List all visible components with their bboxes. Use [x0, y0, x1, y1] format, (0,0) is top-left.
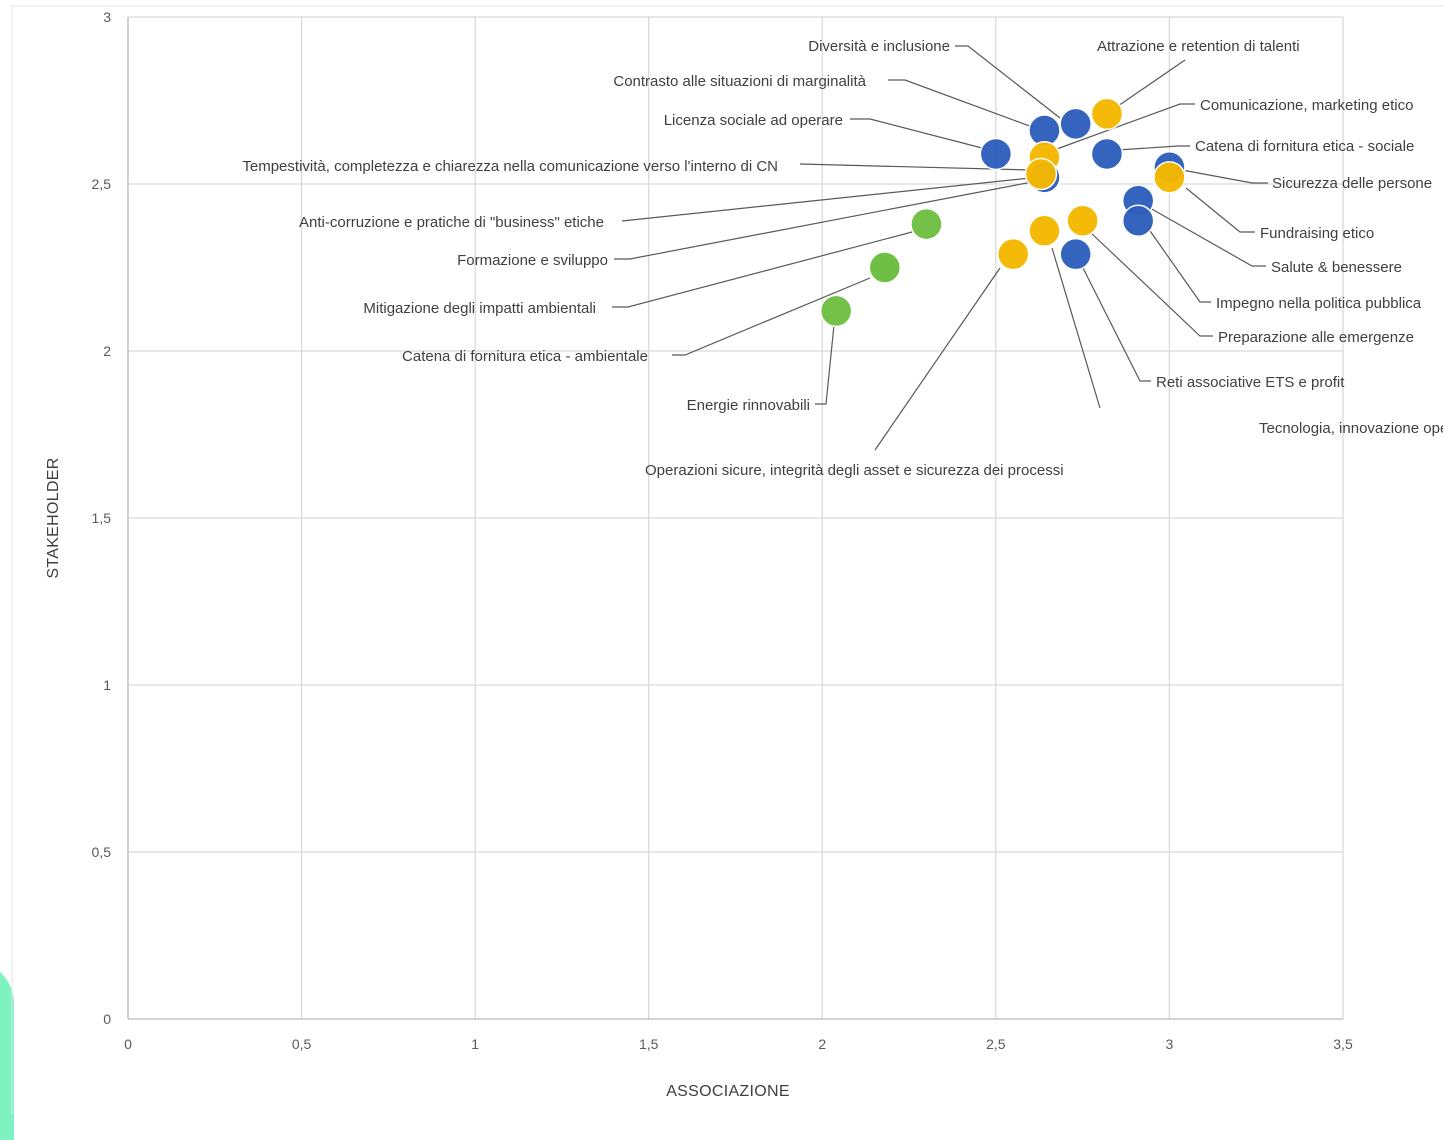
- leader-line: [1149, 207, 1266, 267]
- y-tick-label: 1: [103, 677, 111, 693]
- leader-line: [955, 45, 1061, 119]
- leader-line: [672, 277, 871, 356]
- data-label: Licenza sociale ad operare: [664, 112, 843, 129]
- leader-line: [621, 177, 1031, 222]
- leader-line: [612, 231, 913, 308]
- data-label: Catena di fornitura etica - sociale: [1195, 138, 1414, 155]
- data-label: Diversità e inclusione: [808, 38, 950, 55]
- data-point: [819, 294, 853, 328]
- leader-line: [1081, 265, 1151, 382]
- data-label: Reti associative ETS e profit: [1156, 374, 1345, 391]
- leader-line: [1051, 247, 1101, 409]
- leader-line: [614, 181, 1033, 260]
- x-tick-label: 1: [471, 1036, 479, 1052]
- leader-line: [850, 118, 983, 149]
- leader-line: [1185, 187, 1255, 233]
- x-tick-label: 0: [124, 1036, 132, 1052]
- decorative-corner-shape: [0, 960, 14, 1140]
- data-point: [979, 137, 1013, 171]
- data-label: Operazioni sicure, integrità degli asset…: [645, 462, 1064, 479]
- data-point: [1028, 214, 1061, 248]
- scatter-chart: 0 0,5 1 1,5 2 2,5 3 3,5 0 0,5 1 1,5 2 2,5 3 ASSOCIAZION…: [11, 5, 1443, 1119]
- leader-line: [815, 324, 835, 405]
- data-label: Sicurezza delle persone: [1272, 175, 1432, 192]
- leader-line: [874, 267, 1001, 451]
- data-label: Anti-corruzione e pratiche di "business"…: [299, 214, 604, 231]
- data-point: [1121, 204, 1155, 237]
- data-point: [1066, 204, 1099, 237]
- x-tick-label: 2: [818, 1036, 826, 1052]
- x-tick-label: 2,5: [986, 1036, 1006, 1052]
- data-point: [1059, 237, 1092, 271]
- leader-line: [1181, 169, 1268, 184]
- leader-line: [1089, 231, 1213, 337]
- y-axis-title: STAKEHOLDER: [45, 457, 62, 578]
- data-point: [910, 207, 943, 241]
- data-label: Attrazione e retention di talenti: [1097, 38, 1300, 55]
- data-label: Tempestività, completezza e chiarezza ne…: [242, 158, 778, 175]
- data-point: [1059, 107, 1092, 141]
- data-label: Contrasto alle situazioni di marginalità: [613, 73, 866, 90]
- data-label: Preparazione alle emergenze: [1218, 329, 1414, 346]
- chart-svg: 0 0,5 1 1,5 2 2,5 3 3,5 0 0,5 1 1,5 2 2,5 3 ASSOCIAZION…: [11, 5, 1443, 1119]
- x-tick-label: 3: [1166, 1036, 1174, 1052]
- x-axis-title: ASSOCIAZIONE: [666, 1083, 790, 1100]
- data-point: [1024, 157, 1058, 191]
- x-tick-label: 0,5: [292, 1036, 312, 1052]
- leader-line: [1117, 145, 1190, 151]
- data-label: Comunicazione, marketing etico: [1200, 97, 1413, 114]
- y-tick-label: 1,5: [92, 510, 112, 526]
- data-point: [868, 251, 902, 284]
- y-tick-label: 2: [103, 343, 111, 359]
- y-tick-label: 0,5: [92, 844, 112, 860]
- y-tick-label: 0: [103, 1011, 111, 1027]
- x-tick-label: 3,5: [1333, 1036, 1353, 1052]
- data-label: Salute & benessere: [1271, 259, 1402, 276]
- data-point: [1090, 97, 1124, 131]
- leader-line: [1053, 103, 1195, 151]
- leader-line: [888, 79, 1036, 129]
- data-point: [996, 237, 1030, 271]
- y-tick-label: 3: [103, 9, 111, 25]
- data-label: Fundraising etico: [1260, 225, 1374, 242]
- data-point: [1090, 137, 1124, 171]
- data-label: Impegno nella politica pubblica: [1216, 295, 1422, 312]
- leader-line: [1147, 227, 1211, 303]
- data-label: Energie rinnovabili: [687, 397, 810, 414]
- data-label: Formazione e sviluppo: [457, 252, 608, 269]
- y-tick-label: 2,5: [92, 176, 112, 192]
- data-label: Mitigazione degli impatti ambientali: [363, 300, 596, 317]
- data-label: Catena di fornitura etica - ambientale: [402, 348, 648, 365]
- leader-line: [1117, 59, 1186, 107]
- x-tick-label: 1,5: [639, 1036, 659, 1052]
- data-point: [1153, 161, 1186, 194]
- data-label: Tecnologia, innovazione operativa e rice…: [1259, 420, 1443, 437]
